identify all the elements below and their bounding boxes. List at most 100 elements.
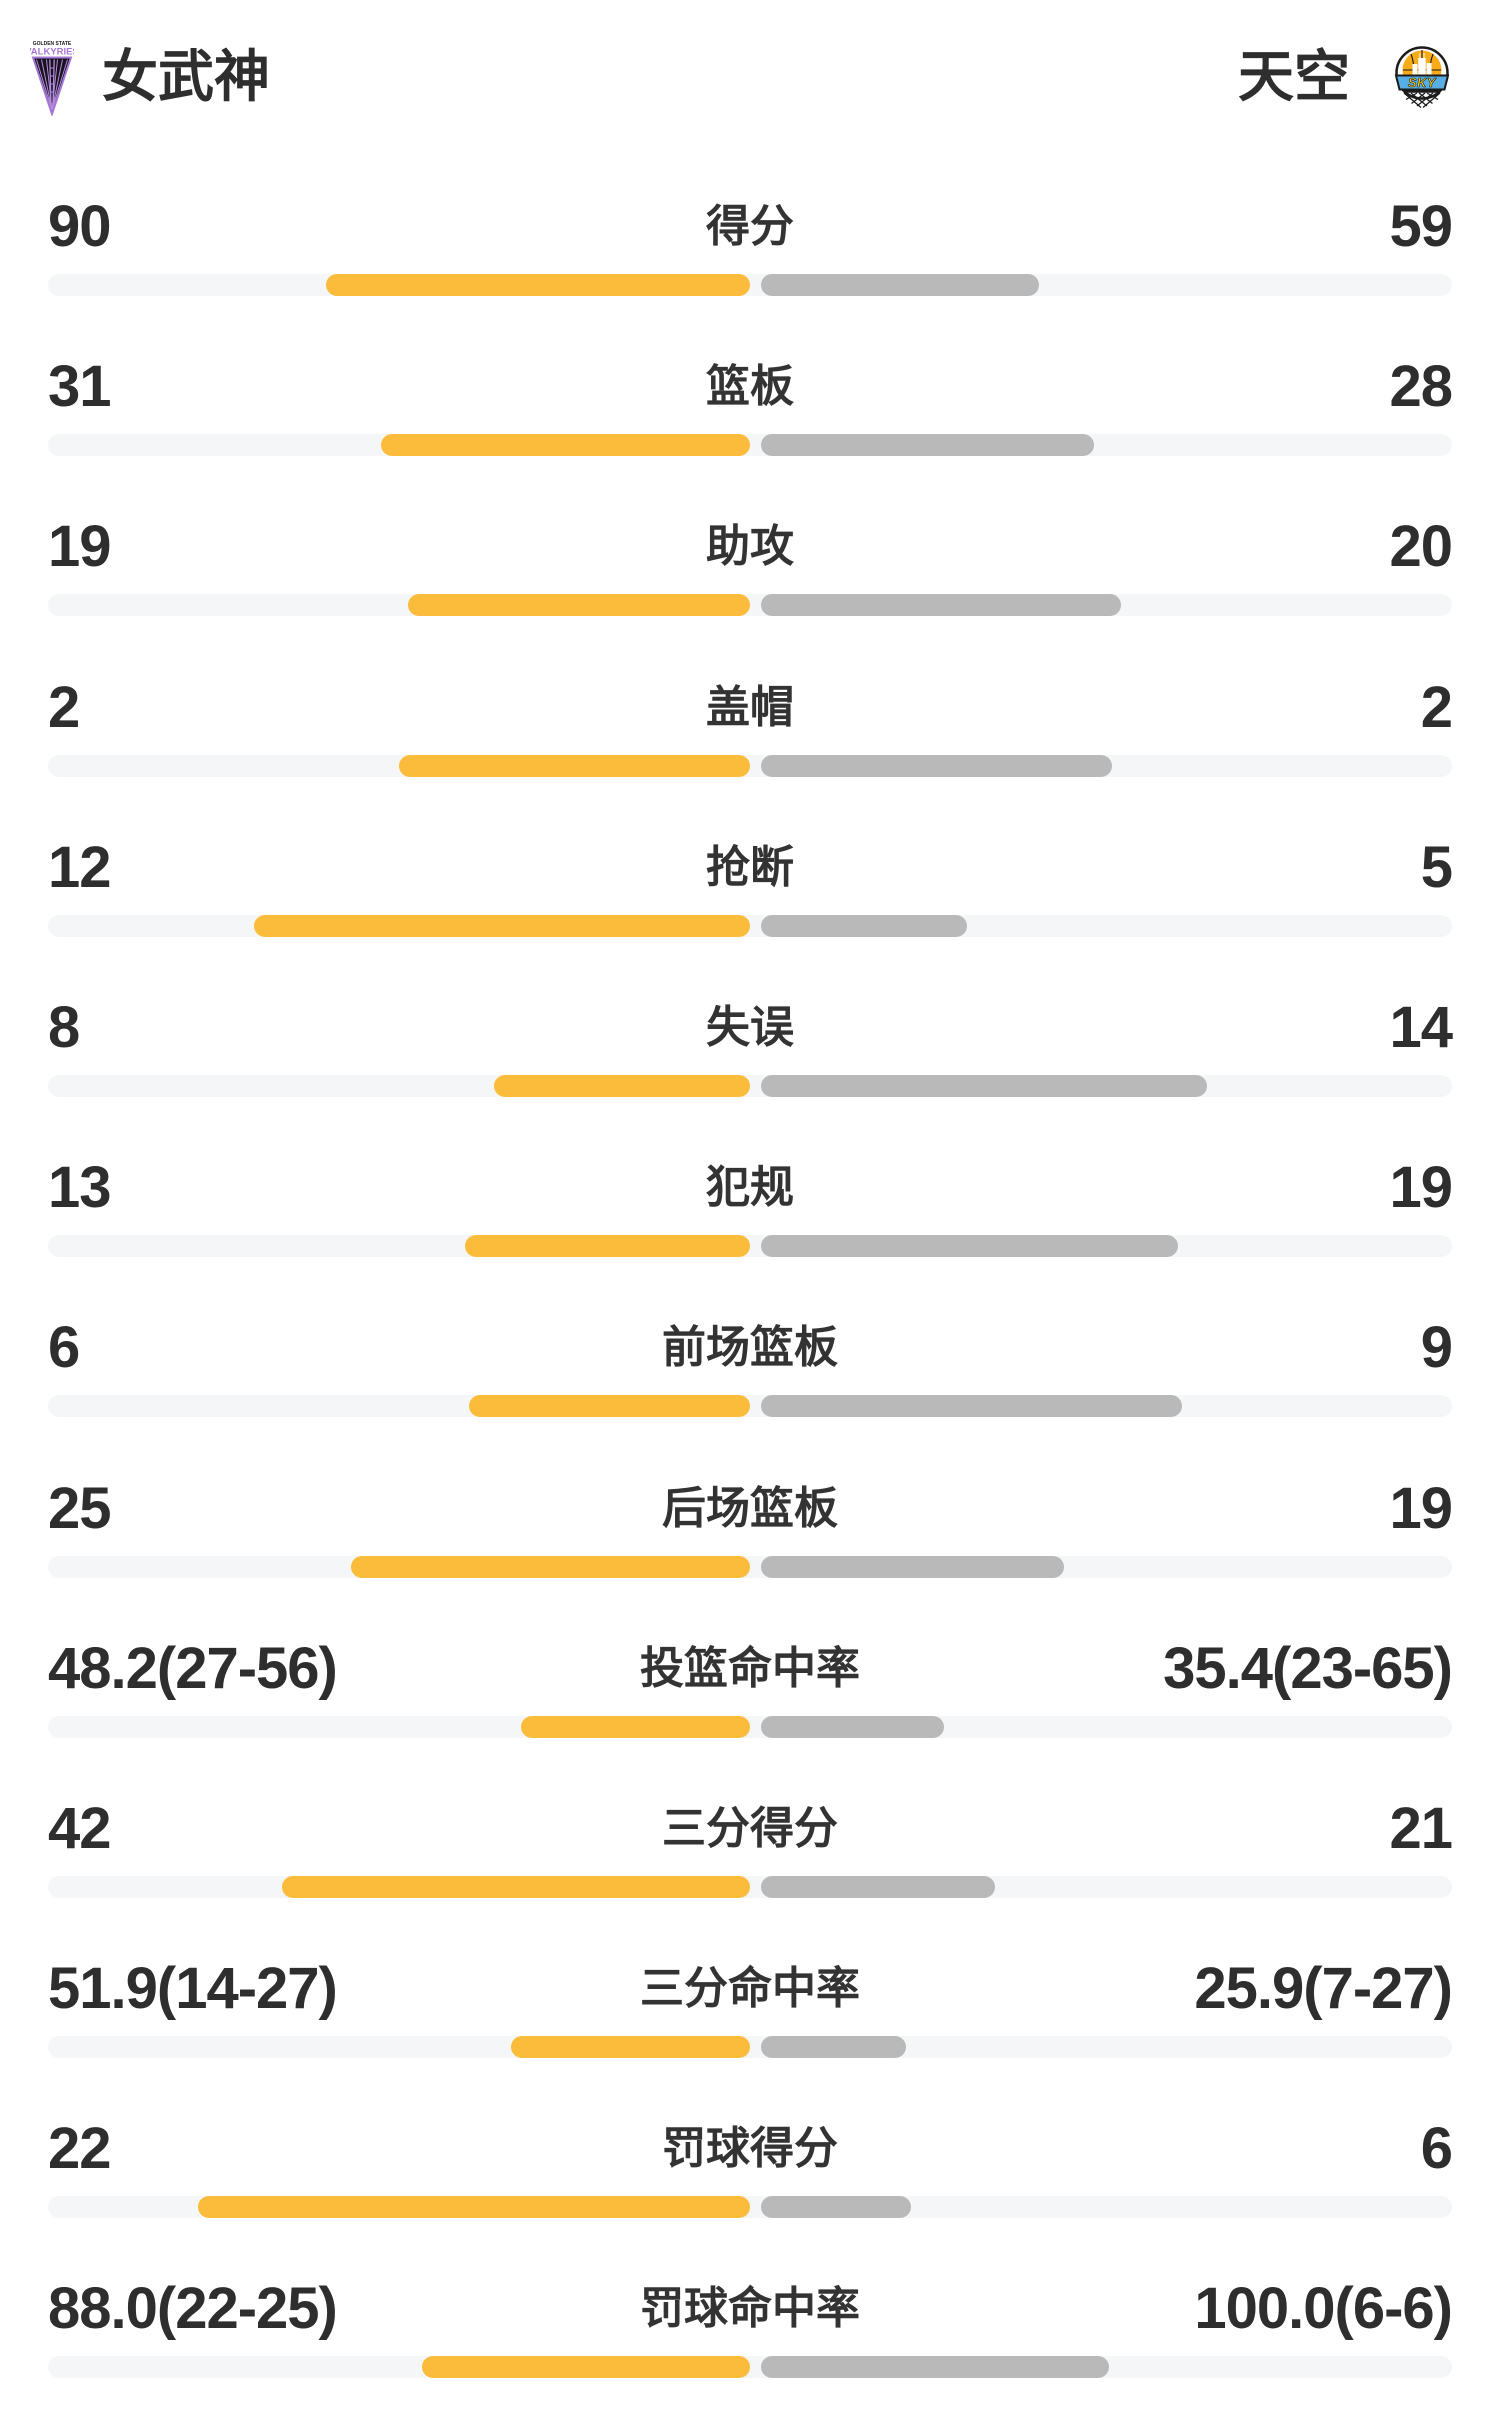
stat-row: 42 三分得分 21: [48, 1785, 1453, 1945]
team-away-name: 天空: [1238, 45, 1350, 108]
away-value: 20: [1389, 514, 1453, 580]
away-value: 35.4(23-65): [1163, 1635, 1453, 1701]
stat-label: 投篮命中率: [640, 1643, 860, 1693]
away-bar: [761, 594, 1121, 617]
stat-line: 31 篮板 28: [48, 358, 1453, 416]
team-away[interactable]: 天空 SKY: [1238, 45, 1450, 109]
bar-track: [48, 1555, 1452, 1578]
stat-row: 2 盖帽 2: [48, 664, 1453, 824]
away-value: 6: [1420, 2116, 1453, 2182]
bar-track: [48, 434, 1452, 457]
bar-track: [48, 2356, 1452, 2379]
away-value: 25.9(7-27): [1194, 1956, 1453, 2022]
home-value: 6: [48, 1315, 80, 1381]
svg-text:VALKYRIES: VALKYRIES: [30, 47, 74, 58]
home-bar: [399, 754, 750, 777]
away-value: 14: [1389, 994, 1453, 1060]
home-bar: [494, 1074, 750, 1097]
away-value: 2: [1420, 674, 1453, 740]
stat-label: 犯规: [706, 1163, 794, 1213]
away-bar: [761, 1395, 1182, 1418]
stat-label: 罚球得分: [662, 2124, 838, 2174]
stat-label: 前场篮板: [662, 1323, 838, 1373]
valkyries-crest-icon: GOLDEN STATE VALKYRIES: [30, 41, 74, 116]
team-home[interactable]: GOLDEN STATE VALKYRIES 女武神: [30, 38, 270, 116]
home-value: 88.0(22-25): [48, 2276, 338, 2342]
stat-row: 31 篮板 28: [48, 343, 1453, 503]
home-bar: [351, 1555, 750, 1578]
home-bar: [511, 2036, 750, 2059]
bar-track: [48, 914, 1452, 937]
away-bar: [761, 274, 1039, 296]
stat-line: 6 前场篮板 9: [48, 1319, 1453, 1377]
home-bar: [282, 1875, 750, 1898]
stat-label: 得分: [706, 202, 794, 251]
home-value: 19: [48, 514, 112, 580]
home-value: 51.9(14-27): [48, 1956, 338, 2022]
bar-track: [48, 754, 1452, 777]
away-bar: [761, 1715, 944, 1738]
stat-row: 6 前场篮板 9: [48, 1304, 1453, 1464]
stat-line: 8 失误 14: [48, 998, 1453, 1056]
team-home-name: 女武神: [102, 45, 270, 108]
stat-row: 51.9(14-27) 三分命中率 25.9(7-27): [48, 1945, 1453, 2105]
svg-text:GOLDEN STATE: GOLDEN STATE: [33, 41, 72, 47]
stat-line: 22 罚球得分 6: [48, 2120, 1453, 2178]
away-value: 19: [1389, 1155, 1453, 1221]
away-bar: [761, 2356, 1109, 2379]
stat-row: 25 后场篮板 19: [48, 1465, 1453, 1625]
away-value: 9: [1420, 1315, 1453, 1381]
away-bar: [761, 1074, 1207, 1097]
stat-line: 48.2(27-56) 投篮命中率 35.4(23-65): [48, 1639, 1453, 1697]
stat-row: 88.0(22-25) 罚球命中率 100.0(6-6): [48, 2265, 1453, 2425]
away-value: 5: [1420, 834, 1453, 900]
stat-line: 51.9(14-27) 三分命中率 25.9(7-27): [48, 1960, 1453, 2018]
away-bar: [761, 1555, 1064, 1578]
bar-track: [48, 1235, 1452, 1258]
stat-line: 90 得分 59: [48, 198, 1453, 256]
home-value: 8: [48, 994, 80, 1060]
stat-label: 篮板: [706, 362, 794, 412]
stat-line: 42 三分得分 21: [48, 1799, 1453, 1857]
stat-row: 22 罚球得分 6: [48, 2105, 1453, 2265]
home-value: 90: [48, 194, 112, 259]
bar-track: [48, 1875, 1452, 1898]
away-bar: [761, 434, 1094, 457]
away-bar: [761, 2196, 911, 2219]
away-value: 59: [1389, 194, 1453, 259]
stat-row: 19 助攻 20: [48, 503, 1453, 663]
header: GOLDEN STATE VALKYRIES 女武神 天空: [0, 0, 1500, 116]
stat-row: 12 抢断 5: [48, 824, 1453, 984]
svg-text:SKY: SKY: [1408, 75, 1437, 90]
home-value: 25: [48, 1475, 112, 1541]
home-value: 12: [48, 834, 112, 900]
bar-track: [48, 2036, 1452, 2059]
away-value: 100.0(6-6): [1194, 2276, 1453, 2342]
stat-label: 助攻: [706, 522, 794, 572]
home-bar: [254, 914, 750, 937]
home-value: 13: [48, 1155, 112, 1221]
stat-label: 罚球命中率: [640, 2284, 860, 2334]
home-bar: [422, 2356, 750, 2379]
home-value: 42: [48, 1795, 112, 1861]
home-value: 48.2(27-56): [48, 1635, 338, 1701]
away-value: 21: [1389, 1795, 1453, 1861]
away-value: 28: [1389, 354, 1453, 420]
bar-track: [48, 1715, 1452, 1738]
away-bar: [761, 1875, 995, 1898]
home-bar: [469, 1395, 750, 1418]
home-bar: [198, 2196, 750, 2219]
stat-line: 2 盖帽 2: [48, 678, 1453, 736]
away-bar: [761, 2036, 906, 2059]
stat-label: 三分命中率: [640, 1964, 860, 2014]
bar-track: [48, 1074, 1452, 1097]
away-value: 19: [1389, 1475, 1453, 1541]
stat-line: 13 犯规 19: [48, 1159, 1453, 1217]
home-value: 2: [48, 674, 80, 740]
stat-line: 25 后场篮板 19: [48, 1479, 1453, 1537]
home-bar: [408, 594, 750, 617]
sky-crest-icon: SKY: [1394, 46, 1450, 108]
home-bar: [381, 434, 750, 457]
stat-row: 8 失误 14: [48, 984, 1453, 1144]
